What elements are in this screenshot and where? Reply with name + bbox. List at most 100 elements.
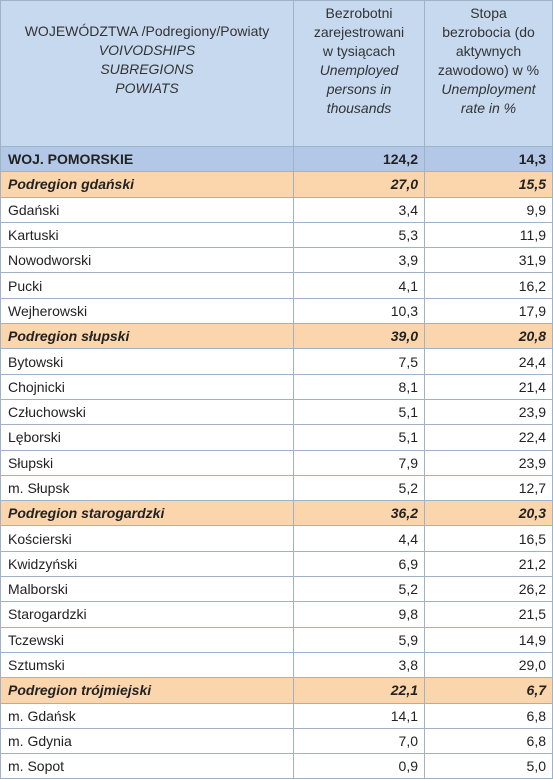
rate-cell: 5,0 bbox=[424, 753, 553, 779]
table-row: Kościerski 4,4 16,5 bbox=[0, 525, 553, 552]
unemployed-cell: 5,3 bbox=[293, 221, 425, 249]
rate-cell: 6,8 bbox=[424, 702, 553, 729]
header-unemployed-pl-1: Bezrobotni bbox=[325, 5, 393, 21]
region-name-cell: Podregion gdański bbox=[0, 171, 294, 198]
unemployed-cell: 22,1 bbox=[293, 677, 425, 704]
rate-cell: 9,9 bbox=[424, 196, 553, 223]
header-unemployed-pl-3: w tysiącach bbox=[322, 43, 396, 59]
rate-cell: 20,8 bbox=[424, 323, 553, 350]
table-row: Lęborski 5,1 22,4 bbox=[0, 424, 553, 451]
subregion-row: Podregion słupski 39,0 20,8 bbox=[0, 323, 553, 350]
rate-cell: 11,9 bbox=[424, 221, 553, 249]
table-row: Sztumski 3,8 29,0 bbox=[0, 651, 553, 679]
subregion-row: Podregion gdański 27,0 15,5 bbox=[0, 171, 553, 198]
header-rate-pl-2: bezrobocia (do bbox=[442, 24, 535, 40]
subregion-row: Podregion starogardzki 36,2 20,3 bbox=[0, 500, 553, 527]
unemployed-cell: 3,8 bbox=[293, 651, 425, 679]
region-name-cell: Chojnicki bbox=[0, 373, 294, 400]
header-rate-en-2: rate in % bbox=[460, 100, 517, 116]
table-row: Tczewski 5,9 14,9 bbox=[0, 626, 553, 653]
unemployed-cell: 4,4 bbox=[293, 525, 425, 552]
region-name-cell: Nowodworski bbox=[0, 247, 294, 274]
rate-cell: 6,8 bbox=[424, 727, 553, 755]
table-row: Malborski 5,2 26,2 bbox=[0, 576, 553, 603]
table-row: Człuchowski 5,1 23,9 bbox=[0, 398, 553, 426]
table-row: Starogardzki 9,8 21,5 bbox=[0, 601, 553, 628]
header-unemployed-pl-2: zarejestrowani bbox=[313, 24, 405, 40]
unemployed-cell: 27,0 bbox=[293, 171, 425, 198]
unemployed-cell: 5,2 bbox=[293, 576, 425, 603]
region-name-cell: Pucki bbox=[0, 272, 294, 299]
table-row: Gdański 3,4 9,9 bbox=[0, 196, 553, 223]
region-name-cell: Podregion trójmiejski bbox=[0, 677, 294, 704]
region-name-cell: Kościerski bbox=[0, 525, 294, 552]
unemployed-cell: 0,9 bbox=[293, 753, 425, 779]
unemployed-cell: 10,3 bbox=[293, 297, 425, 325]
header-unemployed-en-2: persons in bbox=[326, 81, 392, 97]
rate-cell: 21,2 bbox=[424, 550, 553, 578]
rate-cell: 31,9 bbox=[424, 247, 553, 274]
header-rate-pl-1: Stopa bbox=[470, 5, 507, 21]
region-name-cell: m. Gdynia bbox=[0, 727, 294, 755]
voivodship-total-row: WOJ. POMORSKIE 124,2 14,3 bbox=[0, 145, 553, 173]
unemployed-cell: 5,1 bbox=[293, 424, 425, 451]
header-region: WOJEWÓDZTWA /Podregiony/Powiaty VOIVODSH… bbox=[0, 0, 294, 147]
region-name-cell: Tczewski bbox=[0, 626, 294, 653]
unemployed-cell: 5,1 bbox=[293, 398, 425, 426]
rate-cell: 21,5 bbox=[424, 601, 553, 628]
region-name-cell: Lęborski bbox=[0, 424, 294, 451]
header-region-en-1: VOIVODSHIPS bbox=[98, 42, 196, 58]
region-name-cell: Człuchowski bbox=[0, 398, 294, 426]
region-name-cell: Kartuski bbox=[0, 221, 294, 249]
subregion-row: Podregion trójmiejski 22,1 6,7 bbox=[0, 677, 553, 704]
rate-cell: 14,9 bbox=[424, 626, 553, 653]
rate-cell: 23,9 bbox=[424, 398, 553, 426]
header-region-en-2: SUBREGIONS bbox=[100, 61, 194, 77]
rate-cell: 26,2 bbox=[424, 576, 553, 603]
table-row: Pucki 4,1 16,2 bbox=[0, 272, 553, 299]
header-unemployed-en-1: Unemployed bbox=[319, 62, 399, 78]
region-name-cell: WOJ. POMORSKIE bbox=[0, 145, 294, 173]
table-row: m. Gdynia 7,0 6,8 bbox=[0, 727, 553, 755]
header-region-en-3: POWIATS bbox=[115, 80, 179, 96]
unemployed-cell: 9,8 bbox=[293, 601, 425, 628]
region-name-cell: Wejherowski bbox=[0, 297, 294, 325]
table-row: Chojnicki 8,1 21,4 bbox=[0, 373, 553, 400]
unemployed-cell: 7,5 bbox=[293, 348, 425, 375]
rate-cell: 21,4 bbox=[424, 373, 553, 400]
unemployed-cell: 7,9 bbox=[293, 449, 425, 476]
unemployed-cell: 3,9 bbox=[293, 247, 425, 274]
region-name-cell: m. Sopot bbox=[0, 753, 294, 779]
table-row: m. Gdańsk 14,1 6,8 bbox=[0, 702, 553, 729]
unemployed-cell: 124,2 bbox=[293, 145, 425, 173]
unemployed-cell: 7,0 bbox=[293, 727, 425, 755]
region-name-cell: Podregion starogardzki bbox=[0, 500, 294, 527]
region-name-cell: Sztumski bbox=[0, 651, 294, 679]
unemployed-cell: 8,1 bbox=[293, 373, 425, 400]
table-row: m. Słupsk 5,2 12,7 bbox=[0, 474, 553, 502]
header-rate-pl-4: zawodowo) w % bbox=[437, 62, 540, 78]
unemployed-cell: 5,2 bbox=[293, 474, 425, 502]
table-row: Wejherowski 10,3 17,9 bbox=[0, 297, 553, 325]
rate-cell: 6,7 bbox=[424, 677, 553, 704]
rate-cell: 15,5 bbox=[424, 171, 553, 198]
region-name-cell: Słupski bbox=[0, 449, 294, 476]
unemployed-cell: 39,0 bbox=[293, 323, 425, 350]
unemployed-cell: 14,1 bbox=[293, 702, 425, 729]
table-row: Kartuski 5,3 11,9 bbox=[0, 221, 553, 249]
region-name-cell: m. Słupsk bbox=[0, 474, 294, 502]
rate-cell: 16,5 bbox=[424, 525, 553, 552]
rate-cell: 24,4 bbox=[424, 348, 553, 375]
table-row: Kwidzyński 6,9 21,2 bbox=[0, 550, 553, 578]
unemployed-cell: 5,9 bbox=[293, 626, 425, 653]
region-name-cell: Malborski bbox=[0, 576, 294, 603]
table-body: WOJ. POMORSKIE 124,2 14,3 Podregion gdański… bbox=[0, 145, 553, 779]
table-header-row: WOJEWÓDZTWA /Podregiony/Powiaty VOIVODSH… bbox=[0, 0, 553, 147]
unemployed-cell: 6,9 bbox=[293, 550, 425, 578]
table-row: m. Sopot 0,9 5,0 bbox=[0, 753, 553, 779]
rate-cell: 17,9 bbox=[424, 297, 553, 325]
rate-cell: 29,0 bbox=[424, 651, 553, 679]
region-name-cell: Kwidzyński bbox=[0, 550, 294, 578]
table-row: Nowodworski 3,9 31,9 bbox=[0, 247, 553, 274]
unemployed-cell: 4,1 bbox=[293, 272, 425, 299]
